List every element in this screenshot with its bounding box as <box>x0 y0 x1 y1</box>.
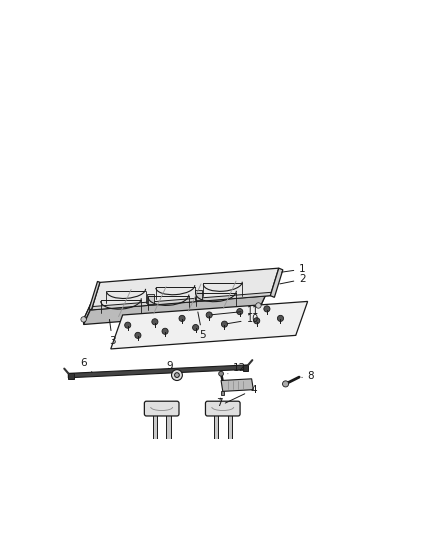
Polygon shape <box>214 413 218 451</box>
Text: 1: 1 <box>282 264 306 274</box>
Polygon shape <box>227 413 232 451</box>
Polygon shape <box>221 391 224 395</box>
Circle shape <box>237 309 243 314</box>
Polygon shape <box>68 374 74 379</box>
Text: 3: 3 <box>109 319 116 346</box>
Circle shape <box>135 332 141 338</box>
Polygon shape <box>111 302 307 349</box>
Polygon shape <box>221 379 253 391</box>
Circle shape <box>254 318 260 324</box>
Polygon shape <box>84 284 271 325</box>
Polygon shape <box>68 365 248 378</box>
Text: 12: 12 <box>228 362 247 374</box>
Circle shape <box>175 373 179 377</box>
Circle shape <box>283 381 289 387</box>
Circle shape <box>81 317 86 322</box>
FancyBboxPatch shape <box>145 401 179 416</box>
Circle shape <box>125 322 131 328</box>
Text: 5: 5 <box>198 312 206 341</box>
Circle shape <box>264 306 270 312</box>
Circle shape <box>172 370 182 381</box>
Text: 2: 2 <box>280 274 306 284</box>
Circle shape <box>256 303 261 308</box>
Polygon shape <box>84 278 271 319</box>
Text: 4: 4 <box>225 385 257 403</box>
Polygon shape <box>92 292 272 310</box>
Polygon shape <box>243 365 248 371</box>
Circle shape <box>219 372 223 376</box>
Text: 9: 9 <box>167 361 173 371</box>
Polygon shape <box>153 413 157 451</box>
Circle shape <box>179 316 185 321</box>
Circle shape <box>152 319 158 325</box>
Polygon shape <box>166 413 170 451</box>
Text: 11: 11 <box>212 305 259 316</box>
Polygon shape <box>89 281 100 310</box>
Circle shape <box>193 325 199 330</box>
Polygon shape <box>270 268 283 297</box>
Polygon shape <box>84 292 96 325</box>
Text: 7: 7 <box>216 398 223 408</box>
Polygon shape <box>258 278 271 311</box>
Circle shape <box>206 312 212 318</box>
Circle shape <box>277 316 283 321</box>
Text: 10: 10 <box>227 314 259 325</box>
Polygon shape <box>92 268 279 310</box>
Polygon shape <box>147 294 154 304</box>
Polygon shape <box>195 290 202 301</box>
FancyBboxPatch shape <box>205 401 240 416</box>
Text: 8: 8 <box>302 371 314 381</box>
Circle shape <box>162 328 168 334</box>
Circle shape <box>222 321 227 327</box>
Text: 6: 6 <box>80 358 92 373</box>
